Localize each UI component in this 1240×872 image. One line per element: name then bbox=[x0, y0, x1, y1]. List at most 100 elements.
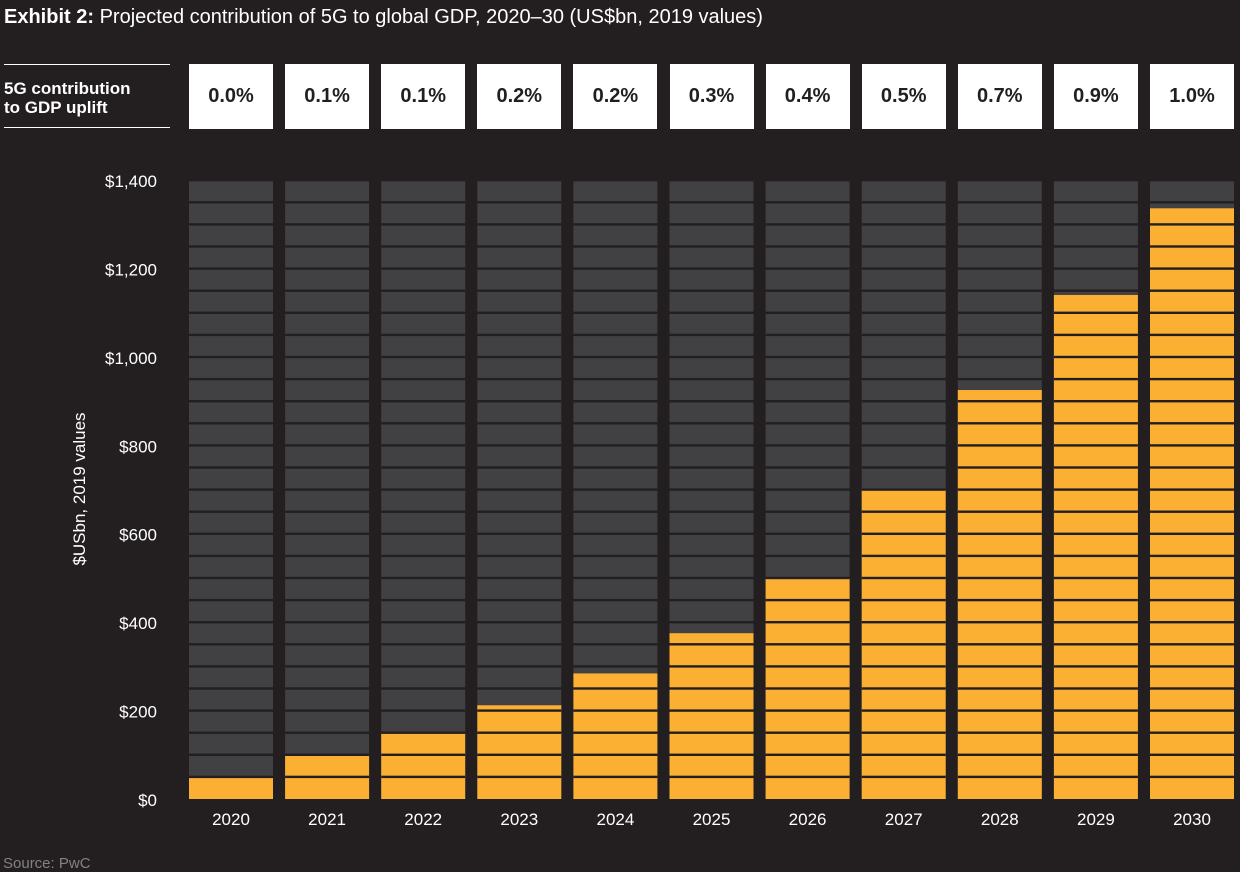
bar-stripe bbox=[861, 665, 946, 668]
bar-stripe bbox=[189, 179, 273, 182]
y-tick-label: $1,200 bbox=[105, 260, 157, 279]
y-tick-label: $0 bbox=[138, 791, 157, 810]
bar-stripe bbox=[381, 201, 466, 204]
bar-stripe bbox=[381, 400, 466, 403]
bar bbox=[1053, 294, 1138, 799]
bar-stripe bbox=[957, 709, 1042, 712]
bar-stripe bbox=[381, 377, 466, 381]
bar-stripe bbox=[765, 311, 850, 314]
bar-stripe bbox=[573, 355, 658, 359]
bar-stripe bbox=[285, 289, 370, 292]
bar-stripe bbox=[189, 598, 273, 602]
bar-stripe bbox=[189, 775, 273, 779]
bar-stripe bbox=[765, 289, 850, 292]
bar-stripe bbox=[189, 289, 273, 292]
bar-stripe bbox=[957, 598, 1042, 602]
bar-stripe bbox=[669, 245, 754, 248]
y-tick-label: $200 bbox=[119, 703, 157, 722]
uplift-percent-box: 0.0% bbox=[189, 64, 273, 129]
bar-stripe bbox=[861, 179, 946, 182]
bar-stripe bbox=[573, 466, 658, 469]
bar-stripe bbox=[477, 355, 562, 359]
bar bbox=[669, 633, 754, 799]
bar-stripe bbox=[189, 444, 273, 447]
bar-stripe bbox=[189, 576, 273, 580]
bar-stripe bbox=[477, 775, 562, 779]
source-note: Source: PwC bbox=[3, 855, 91, 872]
bar-stripe bbox=[1053, 289, 1138, 292]
bar-stripe bbox=[381, 333, 466, 337]
bar-stripe bbox=[669, 687, 754, 690]
x-tick-label: 2029 bbox=[1077, 810, 1115, 829]
bar-stripe bbox=[573, 731, 658, 734]
bar-stripe bbox=[861, 267, 946, 270]
bar-stripe bbox=[573, 621, 658, 624]
uplift-percent-box: 0.7% bbox=[957, 64, 1042, 129]
bar-stripe bbox=[189, 400, 273, 403]
bar-stripe bbox=[669, 267, 754, 270]
bar-stripe bbox=[285, 488, 370, 491]
bar-stripe bbox=[861, 753, 946, 756]
bar-stripe bbox=[765, 400, 850, 403]
bar-stripe bbox=[285, 466, 370, 469]
bar-stripe bbox=[957, 731, 1042, 734]
bar-stripe bbox=[381, 643, 466, 646]
bar-stripe bbox=[381, 621, 466, 624]
bar-stripe bbox=[381, 576, 466, 580]
bar-stripe bbox=[573, 532, 658, 535]
bar-stripe bbox=[381, 687, 466, 690]
x-tick-label: 2024 bbox=[596, 810, 634, 829]
bar-stripe bbox=[1053, 223, 1138, 226]
bar-stripe bbox=[285, 598, 370, 602]
bar-stripe bbox=[189, 554, 273, 558]
y-tick-label: $400 bbox=[119, 614, 157, 633]
uplift-percent-box: 0.3% bbox=[669, 64, 754, 129]
bar-stripe bbox=[381, 466, 466, 469]
bar-stripe bbox=[861, 532, 946, 535]
bar-stripe bbox=[861, 444, 946, 447]
bar-stripe bbox=[1053, 554, 1138, 558]
bar-stripe bbox=[573, 775, 658, 779]
bar-stripe bbox=[573, 576, 658, 580]
bar-stripe bbox=[1150, 267, 1234, 270]
bar-stripe bbox=[381, 245, 466, 248]
bar-stripe bbox=[1053, 422, 1138, 425]
bar-stripe bbox=[1053, 510, 1138, 513]
bar-stripe bbox=[477, 643, 562, 646]
bar-stripe bbox=[573, 488, 658, 491]
bar-stripe bbox=[477, 333, 562, 337]
bar-stripe bbox=[669, 643, 754, 646]
bar-stripe bbox=[765, 532, 850, 535]
bar-stripe bbox=[1150, 665, 1234, 668]
bar-stripe bbox=[285, 621, 370, 624]
bar-stripe bbox=[189, 466, 273, 469]
uplift-percent-box: 0.9% bbox=[1053, 64, 1138, 129]
bar-stripe bbox=[669, 179, 754, 182]
bar-stripe bbox=[381, 267, 466, 270]
bar-stripe bbox=[381, 665, 466, 668]
bar-stripe bbox=[189, 488, 273, 491]
x-tick-label: 2026 bbox=[789, 810, 827, 829]
bar-stripe bbox=[765, 621, 850, 624]
bar-stripe bbox=[1150, 289, 1234, 292]
bar-stripe bbox=[1053, 687, 1138, 690]
bar-stripe bbox=[765, 179, 850, 182]
bar-stripe bbox=[1053, 377, 1138, 381]
uplift-row-label: 5G contribution to GDP uplift bbox=[4, 64, 170, 128]
bar-stripe bbox=[861, 289, 946, 292]
bar-stripe bbox=[765, 333, 850, 337]
bar-stripe bbox=[477, 267, 562, 270]
bar-stripe bbox=[477, 400, 562, 403]
bar-stripe bbox=[1150, 377, 1234, 381]
bar-stripe bbox=[381, 311, 466, 314]
bar-stripe bbox=[669, 466, 754, 469]
bar-stripe bbox=[669, 400, 754, 403]
bar-stripe bbox=[669, 731, 754, 734]
bar-stripe bbox=[573, 333, 658, 337]
bar bbox=[189, 777, 273, 799]
bar-stripe bbox=[477, 576, 562, 580]
bar-stripe bbox=[957, 444, 1042, 447]
chart-title-text: Projected contribution of 5G to global G… bbox=[99, 6, 763, 28]
bar-stripe bbox=[381, 510, 466, 513]
bar-stripe bbox=[861, 775, 946, 779]
